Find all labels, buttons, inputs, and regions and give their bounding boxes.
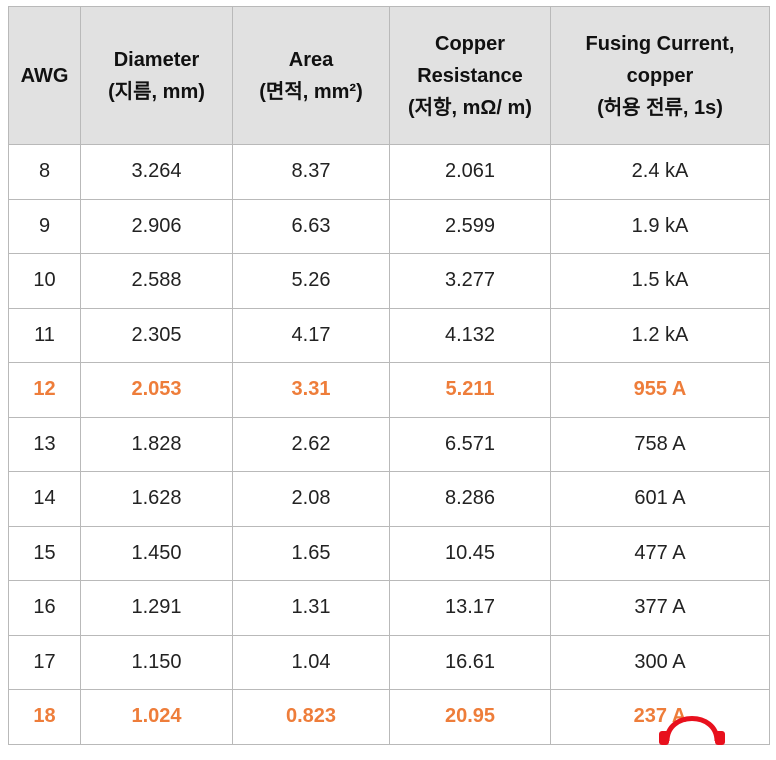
table-row: 8 3.264 8.37 2.061 2.4 kA xyxy=(8,144,770,200)
table-row: 14 1.628 2.08 8.286 601 A xyxy=(8,471,770,527)
table-row: 18 1.024 0.823 20.95 237 A xyxy=(8,689,770,745)
cell-resistance: 5.211 xyxy=(389,362,551,418)
cell-diameter: 1.150 xyxy=(80,634,233,690)
header-awg: AWG xyxy=(8,6,81,145)
cell-fusing-current: 601 A xyxy=(550,471,770,527)
cell-area: 2.08 xyxy=(232,471,390,527)
header-area-line-2: (면적, mm²) xyxy=(259,80,363,103)
cell-diameter: 2.305 xyxy=(80,307,233,363)
cell-area: 4.17 xyxy=(232,307,390,363)
header-awg-line-1: AWG xyxy=(20,64,69,87)
awg-table-container: AWG Diameter (지름, mm) Area (면적, mm²) Cop… xyxy=(8,6,770,753)
cell-awg: 8 xyxy=(8,144,81,200)
cell-area: 1.65 xyxy=(232,525,390,581)
cell-fusing-current: 1.5 kA xyxy=(550,253,770,309)
cell-diameter: 1.450 xyxy=(80,525,233,581)
header-resistance: Copper Resistance (저항, mΩ/ m) xyxy=(389,6,551,145)
header-diameter: Diameter (지름, mm) xyxy=(80,6,233,145)
cell-fusing-current: 1.9 kA xyxy=(550,198,770,254)
table-row: 16 1.291 1.31 13.17 377 A xyxy=(8,580,770,636)
cell-resistance: 3.277 xyxy=(389,253,551,309)
table-row: 17 1.150 1.04 16.61 300 A xyxy=(8,634,770,690)
cell-awg: 14 xyxy=(8,471,81,527)
headphones-logo-icon xyxy=(659,716,725,745)
cell-awg: 17 xyxy=(8,634,81,690)
cell-diameter: 2.588 xyxy=(80,253,233,309)
cell-fusing-current: 377 A xyxy=(550,580,770,636)
cell-awg: 9 xyxy=(8,198,81,254)
cell-diameter: 1.628 xyxy=(80,471,233,527)
table-row: 12 2.053 3.31 5.211 955 A xyxy=(8,362,770,418)
cell-area: 2.62 xyxy=(232,416,390,472)
header-area-line-1: Area xyxy=(288,48,334,71)
cell-resistance: 13.17 xyxy=(389,580,551,636)
table-row: 10 2.588 5.26 3.277 1.5 kA xyxy=(8,253,770,309)
header-resistance-line-2: Resistance xyxy=(417,64,523,87)
cell-resistance: 6.571 xyxy=(389,416,551,472)
cell-awg: 15 xyxy=(8,525,81,581)
table-row: 11 2.305 4.17 4.132 1.2 kA xyxy=(8,307,770,363)
cell-awg: 13 xyxy=(8,416,81,472)
header-fusing-line-2: copper xyxy=(626,64,694,87)
cell-resistance: 16.61 xyxy=(389,634,551,690)
table-row: 13 1.828 2.62 6.571 758 A xyxy=(8,416,770,472)
header-fusing-current: Fusing Current, copper (허용 전류, 1s) xyxy=(550,6,770,145)
cell-awg: 10 xyxy=(8,253,81,309)
cell-area: 1.31 xyxy=(232,580,390,636)
cell-fusing-current: 1.2 kA xyxy=(550,307,770,363)
cell-diameter: 1.024 xyxy=(80,689,233,745)
cell-area: 8.37 xyxy=(232,144,390,200)
cell-area: 3.31 xyxy=(232,362,390,418)
header-area: Area (면적, mm²) xyxy=(232,6,390,145)
cell-resistance: 8.286 xyxy=(389,471,551,527)
cell-diameter: 2.906 xyxy=(80,198,233,254)
table-header: AWG Diameter (지름, mm) Area (면적, mm²) Cop… xyxy=(8,6,770,145)
cell-awg: 11 xyxy=(8,307,81,363)
header-fusing-line-1: Fusing Current, xyxy=(585,32,735,55)
cell-resistance: 10.45 xyxy=(389,525,551,581)
cell-awg: 12 xyxy=(8,362,81,418)
cell-area: 5.26 xyxy=(232,253,390,309)
table-row: 15 1.450 1.65 10.45 477 A xyxy=(8,525,770,581)
header-row: AWG Diameter (지름, mm) Area (면적, mm²) Cop… xyxy=(8,6,770,145)
cell-diameter: 1.828 xyxy=(80,416,233,472)
cell-awg: 16 xyxy=(8,580,81,636)
cell-awg: 18 xyxy=(8,689,81,745)
cell-diameter: 1.291 xyxy=(80,580,233,636)
table-body: 8 3.264 8.37 2.061 2.4 kA 9 2.906 6.63 2.599 1.9 … xyxy=(8,144,770,745)
cell-diameter: 3.264 xyxy=(80,144,233,200)
cell-fusing-current: 758 A xyxy=(550,416,770,472)
header-fusing-line-3: (허용 전류, 1s) xyxy=(597,96,723,119)
cell-fusing-current: 300 A xyxy=(550,634,770,690)
cell-fusing-current: 477 A xyxy=(550,525,770,581)
cell-resistance: 2.599 xyxy=(389,198,551,254)
cell-area: 6.63 xyxy=(232,198,390,254)
header-diameter-line-2: (지름, mm) xyxy=(108,80,205,103)
awg-wire-table: AWG Diameter (지름, mm) Area (면적, mm²) Cop… xyxy=(8,6,770,745)
cell-fusing-current: 955 A xyxy=(550,362,770,418)
header-diameter-line-1: Diameter xyxy=(113,48,200,71)
cell-area: 0.823 xyxy=(232,689,390,745)
cell-area: 1.04 xyxy=(232,634,390,690)
cell-resistance: 20.95 xyxy=(389,689,551,745)
cell-diameter: 2.053 xyxy=(80,362,233,418)
header-resistance-line-3: (저항, mΩ/ m) xyxy=(408,96,532,119)
header-resistance-line-1: Copper xyxy=(435,32,505,55)
table-row: 9 2.906 6.63 2.599 1.9 kA xyxy=(8,198,770,254)
cell-resistance: 4.132 xyxy=(389,307,551,363)
cell-fusing-current: 2.4 kA xyxy=(550,144,770,200)
cell-resistance: 2.061 xyxy=(389,144,551,200)
